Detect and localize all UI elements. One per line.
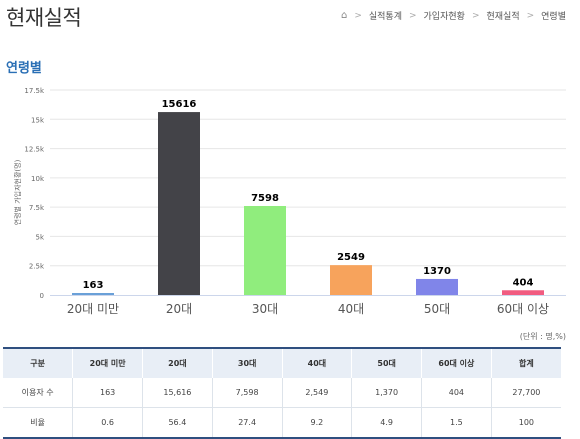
- table-cell: 163: [72, 378, 143, 408]
- unit-note: (단위 : 명,%): [519, 332, 566, 341]
- bar: [330, 265, 372, 295]
- y-tick-label: 17.5k: [24, 87, 45, 95]
- table-header-cell: 50대: [351, 347, 422, 378]
- table-row: 비율 0.6 56.4 27.4 9.2 4.9 1.5 100: [3, 407, 561, 439]
- table-header-cell: 30대: [211, 347, 282, 378]
- bar: [502, 290, 544, 295]
- table-cell: 1,370: [351, 378, 422, 408]
- table-header-cell: 40대: [281, 347, 352, 378]
- stats-table: 구분 20대 미만 20대 30대 40대 50대 60대 이상 합계 이용자 …: [3, 347, 561, 439]
- table-header-cell: 60대 이상: [421, 347, 492, 378]
- table-header-cell: 구분: [3, 347, 73, 378]
- table-cell: 56.4: [142, 407, 213, 439]
- breadcrumb-item-subscribers[interactable]: 가입자현황: [423, 12, 465, 22]
- breadcrumb-item-age: 연령별: [541, 12, 566, 22]
- data-label: 1370: [423, 266, 451, 277]
- breadcrumb: ⌂ > 실적통계 > 가입자현황 > 현재실적 > 연령별: [341, 9, 566, 22]
- y-tick-label: 15k: [31, 116, 45, 124]
- table-cell: 이용자 수: [3, 378, 73, 408]
- table-cell: 0.6: [72, 407, 143, 439]
- y-tick-label: 7.5k: [29, 204, 45, 212]
- data-label: 7598: [251, 193, 279, 204]
- breadcrumb-item-current[interactable]: 현재실적: [486, 12, 520, 22]
- y-axis-title: 연령별 가입자현황(명): [13, 159, 22, 225]
- table-cell: 404: [421, 378, 492, 408]
- data-label: 15616: [162, 99, 197, 110]
- table-header-cell: 20대 미만: [72, 347, 143, 378]
- page-title: 현재실적: [6, 6, 82, 30]
- x-tick-label: 20대: [166, 302, 192, 316]
- table-header-cell: 합계: [490, 347, 561, 378]
- breadcrumb-separator-icon: >: [408, 10, 417, 21]
- data-label: 404: [513, 277, 534, 288]
- x-tick-label: 30대: [252, 302, 278, 316]
- table-cell: 7,598: [211, 378, 282, 408]
- data-label: 2549: [337, 252, 365, 263]
- table-cell: 15,616: [142, 378, 213, 408]
- table-header-cell: 20대: [142, 347, 213, 378]
- bar: [244, 205, 286, 295]
- table-header-row: 구분 20대 미만 20대 30대 40대 50대 60대 이상 합계: [3, 347, 561, 378]
- x-tick-label: 40대: [338, 302, 364, 316]
- table-cell-total: 27,700: [490, 378, 561, 408]
- x-tick-label: 20대 미만: [67, 302, 119, 316]
- y-tick-label: 12.5k: [24, 146, 45, 154]
- table-row: 이용자 수 163 15,616 7,598 2,549 1,370 404 2…: [3, 378, 561, 408]
- table-cell-total: 100: [490, 407, 561, 439]
- table-cell: 비율: [3, 407, 73, 439]
- age-bar-chart: 0 2.5k 5k 7.5k 10k 12.5k 15k 17.5k 연령별 가입자현황(명) 1…: [13, 87, 566, 316]
- y-tick-label: 5k: [35, 233, 44, 241]
- table-cell: 9.2: [281, 407, 352, 439]
- y-tick-label: 2.5k: [29, 263, 45, 271]
- bar: [158, 112, 200, 295]
- x-tick-label: 60대 이상: [497, 302, 549, 316]
- bar: [416, 278, 458, 295]
- table-cell: 2,549: [281, 378, 352, 408]
- breadcrumb-separator-icon: >: [354, 10, 362, 21]
- home-icon[interactable]: ⌂: [340, 10, 348, 21]
- table-cell: 1.5: [421, 407, 492, 439]
- table-cell: 4.9: [351, 407, 422, 439]
- data-label: 163: [83, 280, 104, 291]
- y-tick-label: 0: [40, 292, 44, 300]
- table-cell: 27.4: [211, 407, 282, 439]
- y-tick-label: 10k: [31, 175, 45, 183]
- bar: [72, 293, 114, 295]
- breadcrumb-separator-icon: >: [526, 10, 535, 21]
- breadcrumb-item-stats[interactable]: 실적통계: [368, 12, 402, 22]
- section-title: 연령별: [6, 61, 42, 76]
- breadcrumb-separator-icon: >: [471, 10, 480, 21]
- x-tick-label: 50대: [424, 302, 450, 316]
